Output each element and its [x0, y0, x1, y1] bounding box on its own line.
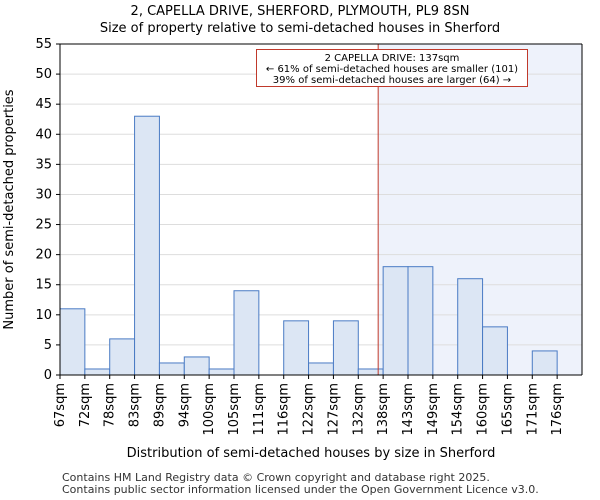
x-tick-label: 100sqm: [202, 383, 217, 436]
histogram-bar: [84, 368, 111, 376]
x-tick-label: 176sqm: [550, 383, 565, 436]
x-tick-label: 127sqm: [326, 383, 341, 436]
x-tick-label: 143sqm: [401, 383, 416, 436]
histogram-bar: [482, 326, 508, 376]
histogram-bar: [382, 266, 409, 376]
x-tick-label: 149sqm: [426, 383, 441, 436]
histogram-bar: [332, 320, 359, 376]
histogram-bar: [208, 368, 235, 376]
y-tick-label: 5: [44, 338, 52, 353]
y-tick-label: 25: [35, 218, 52, 233]
x-tick-label: 132sqm: [351, 383, 366, 436]
x-tick-label: 105sqm: [227, 383, 242, 436]
x-tick-label: 160sqm: [476, 383, 491, 436]
histogram-bar: [109, 338, 136, 376]
x-tick-label: 122sqm: [302, 383, 317, 436]
x-tick-label: 154sqm: [451, 383, 466, 436]
y-tick-label: 40: [35, 127, 52, 142]
y-axis-label: Number of semi-detached properties: [2, 89, 17, 329]
histogram-bar: [283, 320, 310, 376]
x-tick-label: 116sqm: [277, 383, 292, 436]
x-tick-label: 89sqm: [152, 383, 167, 427]
y-tick-label: 45: [35, 97, 52, 112]
histogram-bar: [59, 308, 86, 376]
x-tick-label: 94sqm: [177, 383, 192, 427]
footer-line1: Contains HM Land Registry data © Crown c…: [62, 471, 490, 484]
histogram-bar: [233, 290, 260, 376]
annotation-line1: 2 CAPELLA DRIVE: 137sqm: [324, 53, 460, 64]
annotation-line2: ← 61% of semi-detached houses are smalle…: [265, 64, 519, 75]
y-tick-label: 10: [35, 308, 52, 323]
annotation-line3: 39% of semi-detached houses are larger (…: [272, 75, 512, 86]
x-tick-label: 72sqm: [78, 383, 93, 427]
histogram-bar: [134, 115, 160, 376]
histogram-bar: [158, 362, 185, 376]
y-tick-label: 20: [35, 248, 52, 263]
histogram-bar: [407, 266, 434, 376]
chart-title-line2: Size of property relative to semi-detach…: [99, 21, 501, 36]
y-tick-label: 50: [35, 67, 52, 82]
chart-title-line1: 2, CAPELLA DRIVE, SHERFORD, PLYMOUTH, PL…: [130, 4, 470, 19]
y-tick-label: 30: [35, 187, 52, 202]
x-tick-label: 171sqm: [525, 383, 540, 436]
histogram-bar: [357, 368, 384, 376]
x-tick-label: 67sqm: [53, 383, 68, 427]
histogram-bar: [183, 356, 210, 376]
histogram-bar: [457, 278, 484, 376]
y-tick-label: 55: [35, 37, 52, 52]
x-tick-label: 83sqm: [128, 383, 143, 427]
y-tick-label: 35: [35, 157, 52, 172]
property-annotation-box: 2 CAPELLA DRIVE: 137sqm ← 61% of semi-de…: [256, 49, 528, 87]
histogram-bar: [531, 350, 558, 376]
x-tick-label: 138sqm: [376, 383, 391, 436]
x-tick-label: 78sqm: [103, 383, 118, 427]
footer-line2: Contains public sector information licen…: [62, 483, 539, 496]
y-tick-label: 0: [44, 368, 52, 383]
x-axis-label: Distribution of semi-detached houses by …: [127, 446, 496, 461]
x-tick-label: 111sqm: [252, 383, 267, 436]
x-tick-label: 165sqm: [500, 383, 515, 436]
histogram-bar: [308, 362, 334, 376]
y-tick-label: 15: [35, 278, 52, 293]
